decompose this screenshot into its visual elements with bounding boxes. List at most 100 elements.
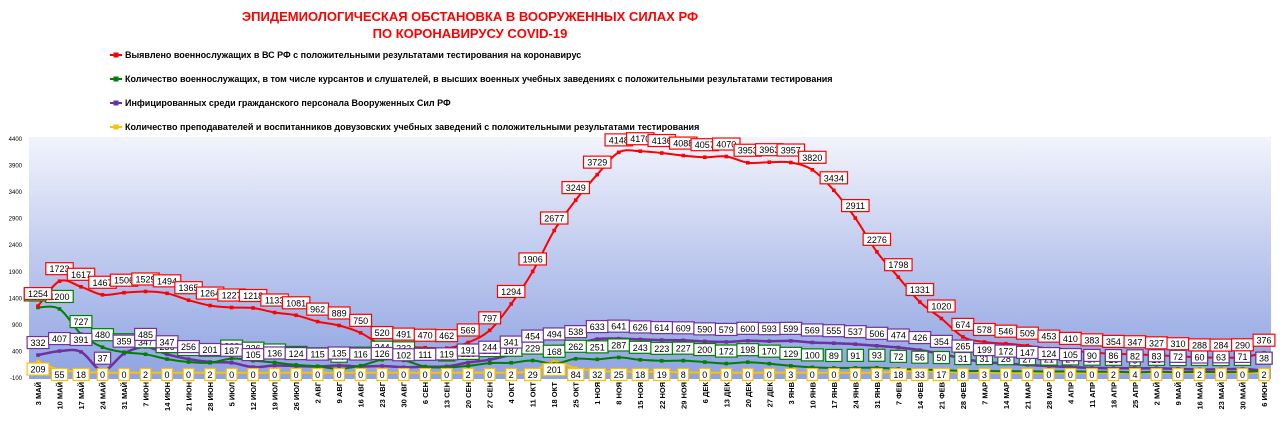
data-label: 227 xyxy=(671,341,695,355)
x-tick-label: 14 МАР xyxy=(1002,382,1011,409)
data-label-text: 17 xyxy=(936,370,946,380)
x-tick-label: 16 АВГ xyxy=(357,381,366,407)
data-label: 29 xyxy=(524,367,542,382)
data-label-box xyxy=(112,334,136,348)
data-label-text: 538 xyxy=(568,327,583,337)
data-label-box xyxy=(1043,367,1055,382)
data-label-box xyxy=(956,367,969,382)
legend: Выявлено военнослужащих в ВС РФ с положи… xyxy=(110,50,833,132)
data-label: 3820 xyxy=(798,150,827,164)
data-label-text: 1723 xyxy=(49,264,69,274)
data-label: 243 xyxy=(628,340,652,354)
data-label-text: 3963 xyxy=(759,145,779,155)
data-point xyxy=(982,340,987,344)
data-label: 262 xyxy=(564,339,588,353)
data-label-text: 229 xyxy=(525,344,540,354)
data-label: 2677 xyxy=(539,211,569,225)
legend-item-2: Количество военнослужащих, в том числе к… xyxy=(110,74,833,84)
data-label-text: 115 xyxy=(310,350,324,360)
x-tick-label: 9 АВГ xyxy=(335,381,344,403)
data-point xyxy=(401,365,406,370)
x-tick-label: 25 АПР xyxy=(1131,382,1140,408)
data-label-text: 3 xyxy=(788,370,793,380)
data-label-text: 251 xyxy=(590,342,605,352)
x-tick-label: 6 ИЮН xyxy=(1260,382,1269,407)
data-label-text: 1227 xyxy=(222,291,242,301)
x-tick-label: 18 ОКТ xyxy=(550,382,559,408)
y-axis: -100 400 900 1400 1900 2400 2900 3400 3900 4400 xyxy=(9,137,23,382)
data-point xyxy=(853,216,858,220)
data-label-box xyxy=(932,350,951,365)
x-tick-label: 2 МАЙ xyxy=(1152,382,1161,405)
data-label: 600 xyxy=(736,321,760,335)
data-point xyxy=(918,300,922,304)
data-label-text: 4088 xyxy=(673,139,693,149)
data-label-box xyxy=(462,367,475,382)
data-label: 537 xyxy=(843,325,867,339)
data-label-text: 626 xyxy=(633,322,648,332)
data-label: 90 xyxy=(1083,348,1101,363)
data-point xyxy=(315,364,320,369)
data-label-text: 569 xyxy=(805,325,820,335)
data-label-text: 0 xyxy=(1068,370,1073,380)
data-label: 626 xyxy=(628,320,652,334)
data-label-text: 33 xyxy=(915,370,925,380)
x-tick-label: 2 АВГ xyxy=(314,381,323,403)
data-point xyxy=(832,341,836,346)
data-label-text: 3953 xyxy=(738,146,758,156)
data-label: 1906 xyxy=(518,252,548,266)
data-label-text: 136 xyxy=(267,348,282,358)
data-label: 135 xyxy=(327,346,351,360)
data-label-text: 0 xyxy=(745,370,750,380)
data-label: 3 xyxy=(784,367,797,382)
data-label: 0 xyxy=(1043,367,1055,382)
data-label: 33 xyxy=(911,367,929,382)
data-label-text: 1617 xyxy=(71,270,91,280)
data-label-text: 383 xyxy=(1084,335,1099,345)
data-label: 0 xyxy=(1236,367,1249,382)
x-tick-label: 18 АПР xyxy=(1109,382,1118,408)
data-label: 18 xyxy=(631,367,649,382)
data-label-box xyxy=(376,367,389,382)
data-label-text: 1081 xyxy=(286,298,306,308)
x-tick-label: 4 АПР xyxy=(1066,382,1075,404)
data-label-text: 0 xyxy=(380,370,385,380)
data-label-box xyxy=(819,171,849,185)
data-label: 750 xyxy=(349,313,373,327)
data-label-text: 3729 xyxy=(587,158,607,168)
data-label-box xyxy=(889,349,908,363)
data-point xyxy=(573,198,578,202)
data-point xyxy=(702,339,707,344)
data-point xyxy=(487,328,492,333)
data-label: 19 xyxy=(653,367,671,382)
data-point xyxy=(272,310,277,315)
data-label-text: 332 xyxy=(30,338,45,348)
data-label-box xyxy=(798,150,827,164)
data-point xyxy=(659,151,664,155)
data-label-text: 520 xyxy=(375,328,390,338)
data-label: 1723 xyxy=(45,262,74,276)
data-label: 462 xyxy=(435,329,459,343)
y-tick-label: 2400 xyxy=(9,243,23,249)
legend-item-4: Количество преподавателей и воспитаннико… xyxy=(110,122,699,132)
data-point xyxy=(272,363,277,368)
data-label-text: 29 xyxy=(528,370,538,380)
data-label-text: 135 xyxy=(332,349,347,359)
data-label-box xyxy=(610,367,628,382)
data-label: 8 xyxy=(677,367,690,382)
data-label-box xyxy=(1172,367,1184,382)
data-label: 2 xyxy=(1193,367,1206,382)
x-tick-label: 3 МАЙ xyxy=(34,382,43,405)
data-label-text: 243 xyxy=(633,343,648,353)
data-label: 555 xyxy=(822,324,846,338)
data-label: 1798 xyxy=(884,258,913,272)
data-label: 284 xyxy=(1209,338,1233,352)
data-label: 407 xyxy=(48,331,72,346)
data-label: 105 xyxy=(241,348,265,362)
x-tick-label: 4 ОКТ xyxy=(507,382,516,404)
legend-marker xyxy=(113,76,119,82)
data-label-box xyxy=(225,367,238,382)
data-point xyxy=(789,364,793,368)
data-label: 0 xyxy=(1215,367,1227,382)
data-point xyxy=(36,304,40,308)
